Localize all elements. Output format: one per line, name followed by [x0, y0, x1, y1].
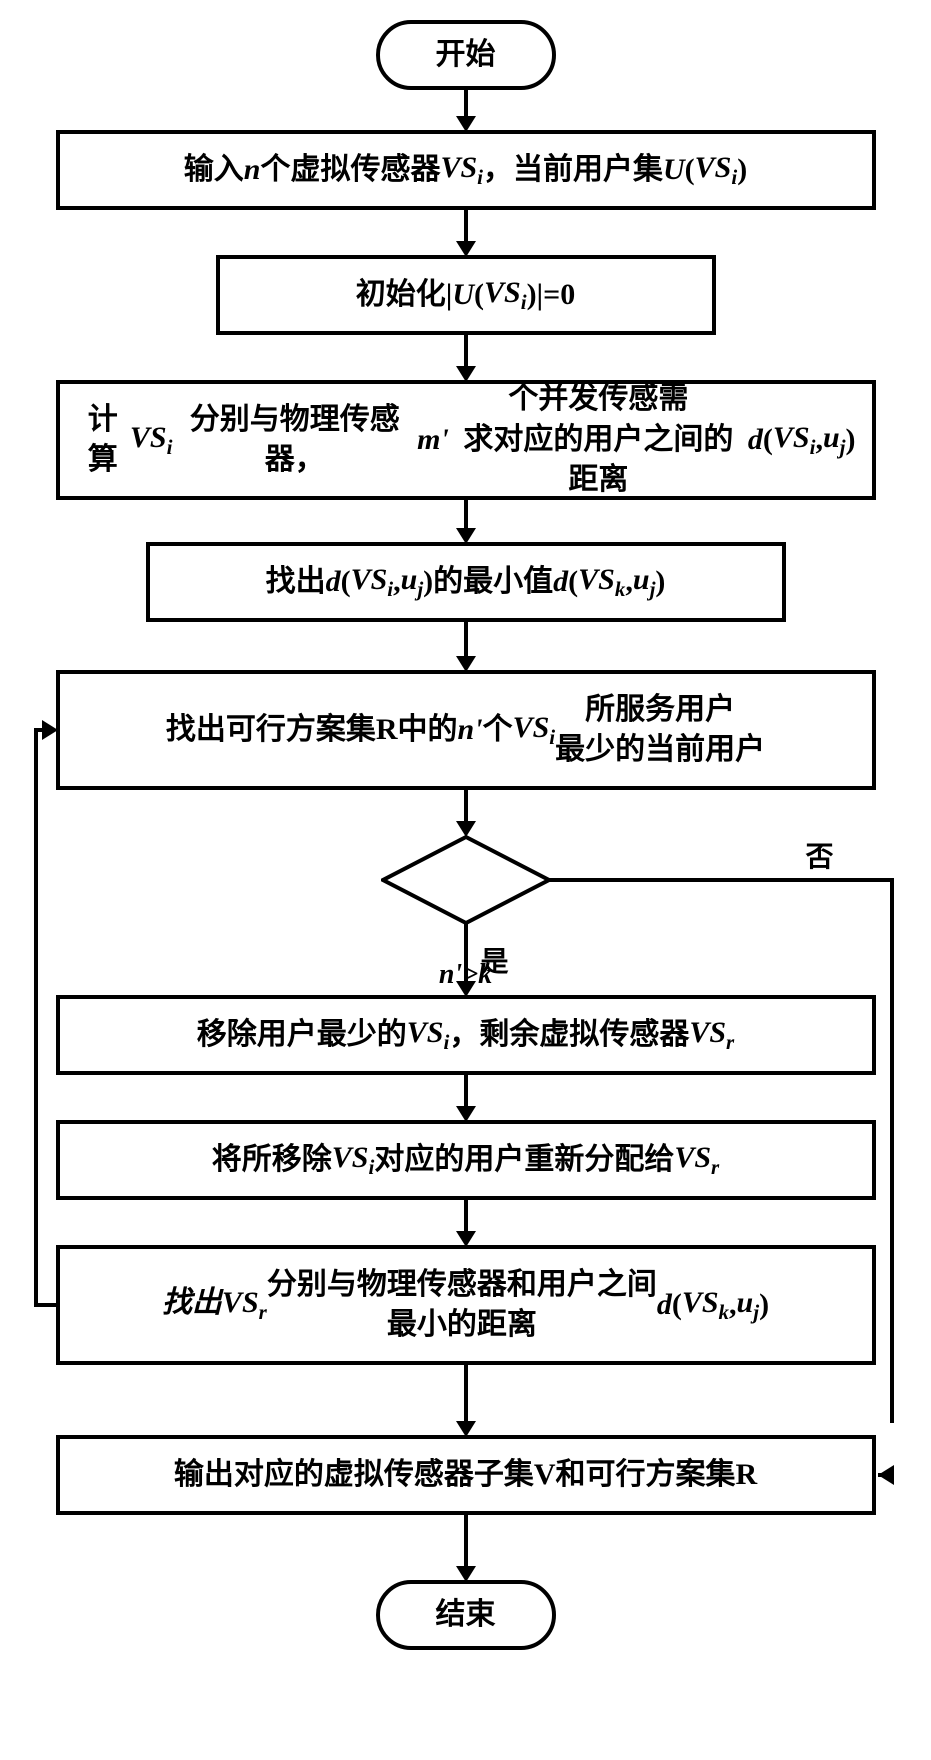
edge	[464, 335, 468, 368]
edge-label-no: 否	[806, 835, 834, 875]
process-reassign: 将所移除VSi对应的用户重新分配给VSr	[56, 1120, 876, 1200]
edge	[464, 500, 468, 530]
process-remove: 移除用户最少的VSi，剩余虚拟传感器VSr	[56, 995, 876, 1075]
arrow-loop	[42, 720, 58, 740]
edge-loop-v	[34, 728, 38, 1307]
edge-no-v	[890, 878, 894, 1423]
process-output: 输出对应的虚拟传感器子集V和可行方案集R	[56, 1435, 876, 1515]
edge-no-h	[549, 878, 894, 882]
edge	[464, 790, 468, 823]
flowchart-container: 开始 输入n个虚拟传感器VSi，当前用户集U(VSi) 初始化|U(VSi)|=…	[26, 20, 906, 1740]
end-label: 结束	[436, 1595, 496, 1636]
process-calc-distance: 计算VSi分别与物理传感器，m'个并发传感需求对应的用户之间的距离d(VSi,u…	[56, 380, 876, 500]
edge	[464, 622, 468, 658]
edge-yes	[464, 923, 468, 983]
process-init: 初始化|U(VSi)|=0	[216, 255, 716, 335]
diamond-shape	[381, 835, 551, 925]
edge	[464, 1365, 468, 1423]
edge	[464, 1075, 468, 1108]
edge-label-yes: 是	[481, 940, 509, 980]
process-input: 输入n个虚拟传感器VSi，当前用户集U(VSi)	[56, 130, 876, 210]
process-find-feasible: 找出可行方案集R中的n'个VSi所服务用户最少的当前用户	[56, 670, 876, 790]
edge	[464, 210, 468, 243]
process-find-min2: 找出VSr分别与物理传感器和用户之间最小的距离d(VSk,uj)	[56, 1245, 876, 1365]
edge	[464, 1515, 468, 1568]
decision-nk: n'>k	[381, 835, 551, 925]
end-node: 结束	[376, 1580, 556, 1650]
edge	[464, 1200, 468, 1233]
start-node: 开始	[376, 20, 556, 90]
process-find-min: 找出d(VSi,uj)的最小值d(VSk,uj)	[146, 542, 786, 622]
start-label: 开始	[436, 35, 496, 76]
arrow-no	[878, 1465, 894, 1485]
edge	[464, 90, 468, 118]
